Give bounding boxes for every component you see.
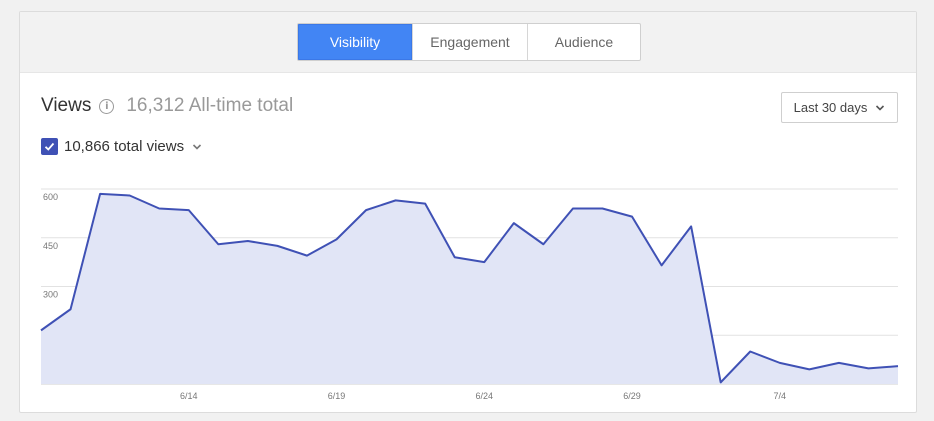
x-tick-label: 6/14 <box>180 391 198 401</box>
x-tick-label: 6/24 <box>476 391 494 401</box>
views-area <box>41 193 898 384</box>
x-tick-label: 7/4 <box>774 391 787 401</box>
y-tick-label: 600 <box>43 192 58 202</box>
tab-bar: Visibility Engagement Audience <box>20 12 916 73</box>
date-range-label: Last 30 days <box>793 100 868 115</box>
views-chart: 6004503001506/146/196/246/297/4 <box>40 188 899 401</box>
views-line <box>40 192 899 384</box>
chevron-down-icon <box>193 143 202 150</box>
info-icon[interactable]: i <box>99 98 115 114</box>
tab-visibility[interactable]: Visibility <box>298 24 412 60</box>
y-tick-label: 450 <box>43 241 58 251</box>
tab-engagement[interactable]: Engagement <box>412 24 527 60</box>
x-tick-label: 6/19 <box>328 391 346 401</box>
x-tick-label: 6/29 <box>623 391 641 401</box>
tab-group: Visibility Engagement Audience <box>297 23 641 61</box>
title-row: Views i 16,312 All-time total <box>41 95 293 117</box>
all-time-total: 16,312 All-time total <box>126 95 294 116</box>
metric-selector[interactable]: 10,866 total views <box>41 138 202 155</box>
date-range-dropdown[interactable]: Last 30 days <box>781 92 898 123</box>
y-tick-label: 300 <box>43 290 58 300</box>
checkmark-icon <box>44 142 55 151</box>
metric-checkbox[interactable] <box>41 138 58 155</box>
metric-label: 10,866 total views <box>64 138 185 155</box>
tab-audience[interactable]: Audience <box>527 24 640 60</box>
chevron-down-icon <box>876 104 885 111</box>
page-title: Views <box>41 95 92 116</box>
views-card: Visibility Engagement Audience Views i 1… <box>19 11 917 413</box>
